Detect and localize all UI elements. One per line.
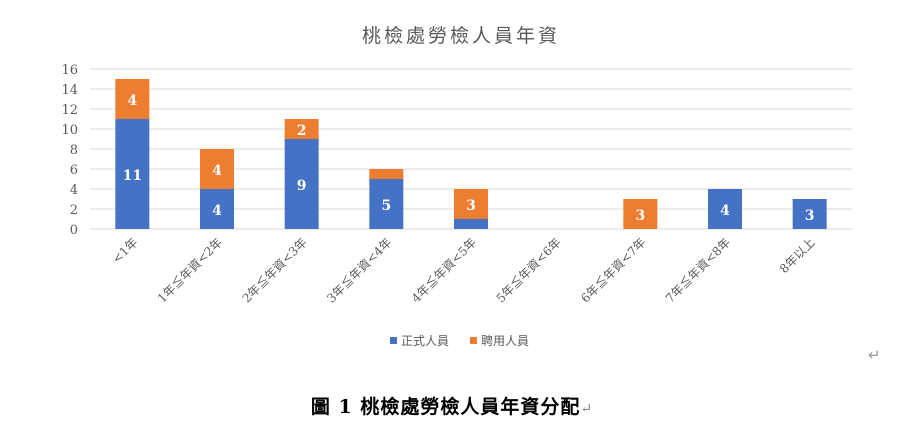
figure-caption: 圖 1 桃檢處勞檢人員年資分配↵ — [0, 392, 904, 419]
chart-title: 桃檢處勞檢人員年資 — [362, 25, 560, 47]
bar-regular-0 — [115, 119, 150, 229]
y-tick-label: 14 — [61, 83, 78, 98]
data-label: 4 — [212, 203, 222, 219]
caption-return-mark: ↵ — [580, 401, 594, 417]
y-tick-label: 4 — [70, 183, 78, 198]
legend: 正式人員 聘用人員 — [390, 334, 529, 348]
y-tick-label: 2 — [70, 203, 78, 218]
bar-regular-7 — [708, 189, 742, 229]
data-label: 9 — [297, 178, 307, 194]
x-tick-label: 7年≦年資<8年 — [662, 235, 733, 306]
x-axis-ticks: <1年 1年≦年資<2年 2年≦年資<3年 3年≦年資<4年 4年≦年資<5年 5年≦年資… — [110, 235, 818, 306]
legend-swatch — [470, 337, 477, 344]
data-label: 3 — [635, 208, 645, 224]
legend-label: 聘用人員 — [481, 334, 529, 348]
y-tick-label: 8 — [70, 143, 78, 158]
bar-regular-3 — [369, 179, 404, 229]
y-tick-label: 6 — [70, 163, 78, 178]
x-tick-label: 4年≦年資<5年 — [408, 235, 479, 306]
bar-contract-3 — [369, 169, 404, 179]
data-label: 5 — [381, 198, 391, 214]
x-tick-label: 3年≦年資<4年 — [324, 235, 395, 306]
data-label: 4 — [720, 203, 730, 219]
stacked-bar-chart: 桃檢處勞檢人員年資 0 2 4 6 8 10 12 14 16 11 4 4 4 9 2 5 3 3 4 3 <1年… — [61, 25, 852, 348]
data-labels: 11 4 4 4 9 2 5 3 3 4 3 — [123, 93, 815, 224]
data-label: 2 — [297, 123, 307, 139]
data-label: 4 — [127, 93, 137, 109]
bar-contract-0 — [115, 79, 150, 119]
x-tick-label: 6年≦年資<7年 — [578, 235, 649, 306]
data-label: 3 — [805, 208, 815, 224]
y-tick-label: 0 — [70, 223, 78, 238]
y-axis-ticks: 0 2 4 6 8 10 12 14 16 — [61, 63, 78, 238]
x-tick-label: 2年≦年資<3年 — [239, 235, 310, 306]
x-tick-label: 5年≦年資<6年 — [493, 235, 564, 306]
bars — [115, 79, 827, 229]
bar-contract-2 — [284, 119, 319, 139]
bar-contract-4 — [454, 189, 488, 219]
x-tick-label: <1年 — [110, 235, 141, 266]
y-tick-label: 12 — [61, 103, 78, 118]
bar-regular-1 — [200, 189, 234, 229]
legend-label: 正式人員 — [401, 334, 449, 348]
bar-regular-8 — [792, 199, 827, 229]
bar-contract-6 — [623, 199, 658, 229]
x-tick-label: 8年以上 — [777, 235, 818, 276]
legend-swatch — [390, 337, 397, 344]
data-label: 11 — [123, 168, 142, 184]
x-tick-label: 1年≦年資<2年 — [154, 235, 225, 306]
bar-regular-2 — [284, 139, 319, 229]
data-label: 3 — [466, 198, 476, 214]
caption-text: 圖 1 桃檢處勞檢人員年資分配 — [310, 396, 581, 418]
return-mark: ↵ — [868, 346, 881, 364]
y-tick-label: 16 — [61, 63, 78, 78]
bar-regular-4 — [454, 219, 488, 229]
y-tick-label: 10 — [61, 123, 78, 138]
bar-contract-1 — [200, 149, 234, 189]
data-label: 4 — [212, 163, 222, 179]
